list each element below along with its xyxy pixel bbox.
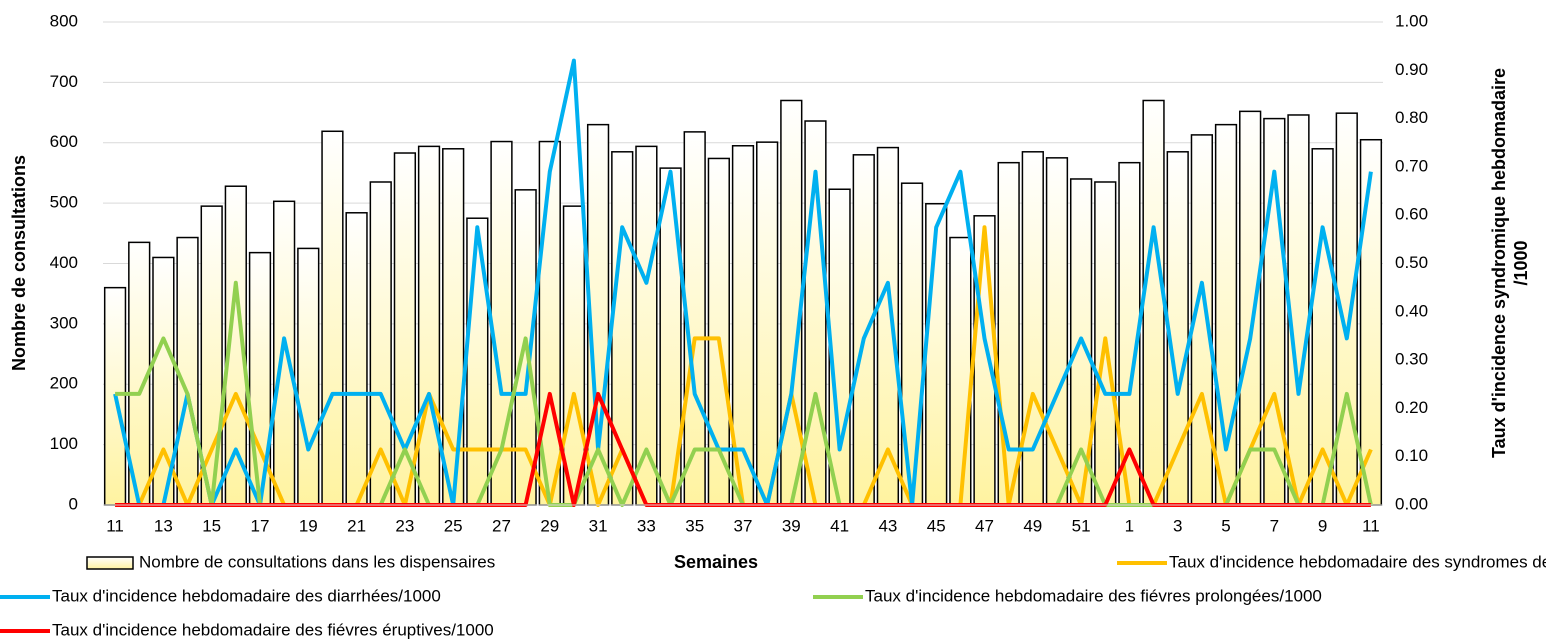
x-axis-title: Semaines — [674, 552, 758, 572]
bar — [176, 236, 199, 506]
x-tick-label: 1 — [1125, 516, 1134, 535]
x-tick-label: 13 — [154, 516, 173, 535]
x-tick-label: 41 — [830, 516, 849, 535]
x-tick-label: 39 — [782, 516, 801, 535]
legend-label: Taux d'incidence hebdomadaire des syndro… — [1169, 552, 1546, 571]
y-tick-label: 300 — [50, 313, 78, 332]
line — [113, 58, 1373, 507]
y2-tick-label: 0.20 — [1395, 398, 1428, 417]
y2-tick-label: 0.80 — [1395, 108, 1428, 127]
y-axis-title: Nombre de consultations — [9, 155, 29, 371]
bar — [297, 247, 320, 506]
bar — [780, 99, 803, 506]
x-tick-label: 35 — [685, 516, 704, 535]
x-tick-label: 19 — [299, 516, 318, 535]
y2-tick-label: 0.60 — [1395, 205, 1428, 224]
x-tick-label: 43 — [878, 516, 897, 535]
x-tick-label: 49 — [1023, 516, 1042, 535]
x-tick-label: 15 — [202, 516, 221, 535]
y-tick-label: 0 — [69, 494, 78, 513]
bar — [466, 217, 489, 506]
y2-tick-label: 0.30 — [1395, 350, 1428, 369]
x-tick-label: 11 — [106, 516, 124, 535]
bar — [997, 161, 1020, 506]
y-tick-label: 700 — [50, 72, 78, 91]
x-tick-label: 11 — [1362, 516, 1380, 535]
y-tick-label: 600 — [50, 132, 78, 151]
bar — [369, 181, 392, 506]
x-tick-label: 25 — [444, 516, 463, 535]
x-tick-label: 33 — [637, 516, 656, 535]
y2-tick-label: 1.00 — [1395, 11, 1428, 30]
x-tick-label: 47 — [975, 516, 994, 535]
y-tick-label: 500 — [50, 193, 78, 212]
bar — [852, 154, 875, 506]
x-tick-label: 51 — [1072, 516, 1091, 535]
bar — [442, 148, 465, 506]
x-tick-label: 5 — [1221, 516, 1230, 535]
bar — [200, 205, 223, 506]
bar — [562, 205, 586, 506]
bar — [973, 215, 996, 506]
y-tick-label: 400 — [50, 253, 78, 272]
bar — [1021, 151, 1044, 506]
bar — [321, 130, 344, 506]
y2-tick-label: 0.90 — [1395, 60, 1428, 79]
bar — [1142, 99, 1165, 506]
legend-label: Nombre de consultations dans les dispens… — [139, 552, 495, 571]
x-tick-label: 23 — [395, 516, 414, 535]
bar — [900, 182, 924, 506]
x-tick-label: 37 — [734, 516, 753, 535]
x-tick-label: 21 — [347, 516, 366, 535]
x-tick-label: 45 — [927, 516, 946, 535]
x-tick-label: 7 — [1270, 516, 1279, 535]
bar — [949, 236, 972, 506]
x-tick-label: 17 — [251, 516, 270, 535]
x-tick-label: 3 — [1173, 516, 1182, 535]
bar — [756, 141, 779, 506]
x-tick-label: 31 — [589, 516, 608, 535]
y2-tick-label: 0.10 — [1395, 446, 1428, 465]
legend-label: Taux d'incidence hebdomadaire des diarrh… — [52, 586, 441, 605]
legend-label: Taux d'incidence hebdomadaire des fiévre… — [52, 620, 494, 639]
bar — [272, 200, 296, 506]
y2-tick-label: 0.40 — [1395, 301, 1428, 320]
y2-tick-label: 0.50 — [1395, 253, 1428, 272]
x-tick-label: 29 — [540, 516, 559, 535]
y2-tick-label: 0.70 — [1395, 156, 1428, 175]
y2-axis-title: Taux d'incidence syndromique hebdomadair… — [1489, 68, 1509, 458]
y-tick-label: 100 — [50, 434, 78, 453]
y-tick-label: 200 — [50, 374, 78, 393]
x-tick-label: 9 — [1318, 516, 1327, 535]
y-tick-label: 800 — [50, 11, 78, 30]
legend-swatch — [86, 556, 134, 570]
bar — [417, 145, 441, 506]
y2-tick-label: 0.00 — [1395, 494, 1428, 513]
legend-label: Taux d'incidence hebdomadaire des fiévre… — [865, 586, 1322, 605]
y2-axis-title: /1000 — [1511, 240, 1531, 285]
bar — [345, 212, 368, 506]
x-tick-label: 27 — [492, 516, 511, 535]
